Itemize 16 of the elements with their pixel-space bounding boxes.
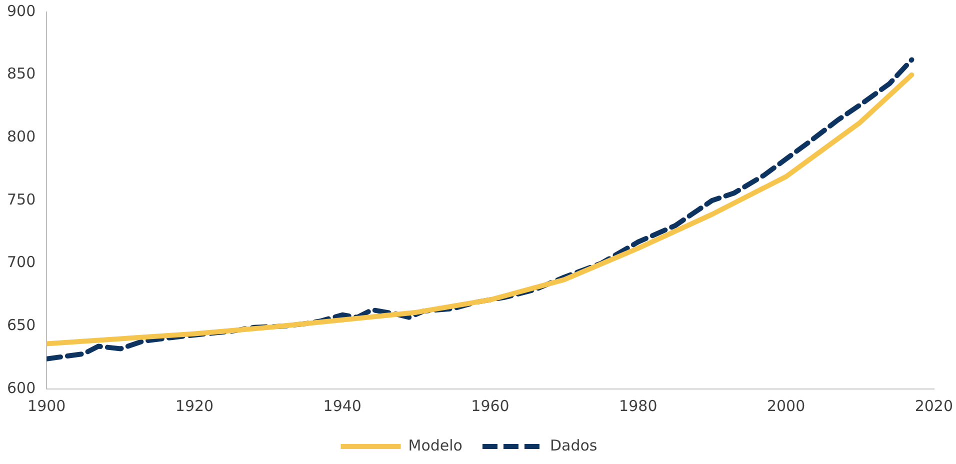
y-tick-label: 850 bbox=[6, 64, 36, 83]
x-tick-label: 1940 bbox=[323, 396, 362, 415]
y-tick-label: 600 bbox=[6, 378, 36, 397]
y-tick-label: 900 bbox=[6, 2, 36, 20]
legend-label: Dados bbox=[550, 436, 598, 454]
y-tick-label: 650 bbox=[6, 316, 36, 334]
x-tick-label: 1900 bbox=[28, 396, 66, 415]
x-tick-label: 1980 bbox=[619, 396, 658, 415]
y-tick-label: 750 bbox=[6, 190, 36, 208]
x-tick-label: 2020 bbox=[914, 396, 954, 415]
y-tick-label: 700 bbox=[6, 253, 36, 272]
x-tick-label: 2000 bbox=[766, 396, 806, 415]
x-tick-label: 1920 bbox=[175, 396, 214, 415]
y-tick-label: 800 bbox=[6, 128, 36, 146]
legend-label: Modelo bbox=[408, 436, 462, 454]
x-tick-label: 1960 bbox=[471, 396, 510, 415]
